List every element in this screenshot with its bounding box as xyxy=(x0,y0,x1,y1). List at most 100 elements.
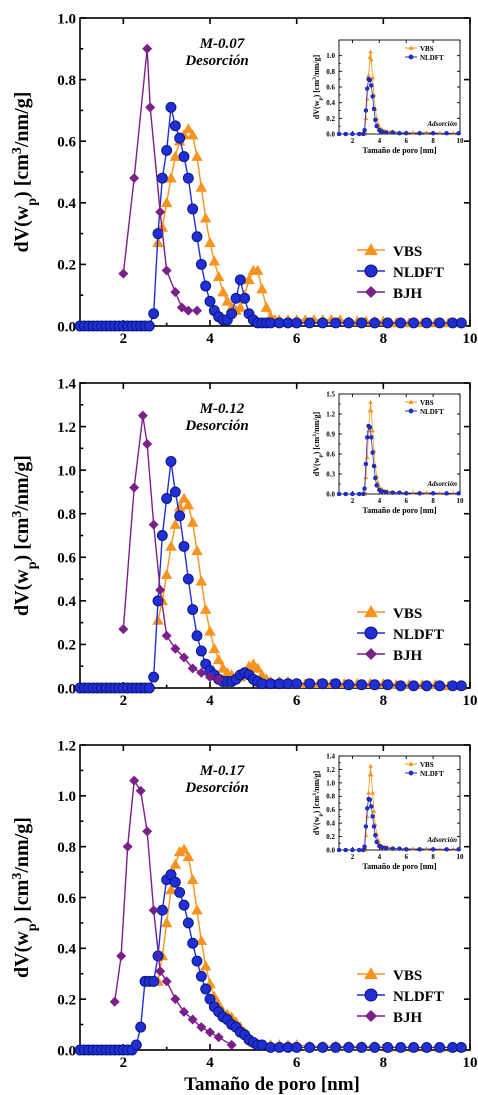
panel1-xtick-label: 2 xyxy=(120,331,128,347)
panel3-point-nldft xyxy=(191,955,203,967)
panel1-point-bjh xyxy=(142,43,153,54)
panel1-point-nldft xyxy=(239,292,251,304)
panel3-point-nldft xyxy=(187,937,199,949)
panel2-point-vbs xyxy=(152,614,164,625)
panel3-point-bjh xyxy=(148,905,159,916)
panel2-ytick-label: 1.2 xyxy=(57,420,76,436)
panel3-ytick-label: 1.0 xyxy=(57,789,76,805)
panel3-point-vbs xyxy=(169,858,182,869)
panel1-ylabel: dV(wp) [cm3/nm/g] xyxy=(10,92,40,253)
ylabel-part: ) [cm xyxy=(312,796,321,814)
panel3-point-nldft xyxy=(395,1042,407,1053)
panel3-point-nldft xyxy=(421,1042,433,1053)
panel3-inset-ytick-label: 1.2 xyxy=(326,766,335,774)
panel1-inset-ytick-label: 0.0 xyxy=(326,130,335,138)
panel1-inset-point-nldft xyxy=(367,77,373,83)
panel1-point-nldft xyxy=(226,308,238,320)
panel2-point-vbs xyxy=(204,625,216,636)
panel3-inset-ytick-label: 0.8 xyxy=(326,793,335,801)
panel3-legend-label-vbs: VBS xyxy=(393,968,422,984)
panel3-inset-point-vbs xyxy=(371,808,377,813)
panel2-point-nldft xyxy=(343,679,355,691)
panel1-point-nldft xyxy=(369,317,381,329)
panel2-inset-ytick-label: 0.3 xyxy=(326,470,335,478)
panel3-point-nldft xyxy=(455,1042,467,1053)
panel3-inset-xtick-label: 2 xyxy=(351,853,355,861)
panel2-inset-ytick-label: 0.9 xyxy=(326,430,335,438)
panel1-inset-point-nldft xyxy=(365,86,370,91)
panel3-series-bjh xyxy=(109,775,237,1050)
panel3-point-bjh xyxy=(135,785,146,796)
panel2-inset-legend-marker-vbs xyxy=(408,399,414,404)
ylabel-part: dV(w xyxy=(312,457,321,476)
panel2-inset-point-nldft xyxy=(365,435,370,440)
panel3-point-bjh xyxy=(205,1027,215,1038)
ylabel-part: dV(w xyxy=(312,100,321,119)
panel2-point-bjh xyxy=(170,643,181,654)
panel3-point-bjh xyxy=(226,1039,237,1050)
panel2-inset-point-nldft xyxy=(430,491,436,496)
panel3-inset-point-nldft xyxy=(374,839,379,845)
panel1-inset-point-nldft xyxy=(361,131,366,137)
panel1-point-bjh xyxy=(129,173,140,184)
ylabel-part: dV(w xyxy=(11,569,33,616)
panel2-inset-point-vbs xyxy=(364,455,370,460)
panel3-inset-point-nldft xyxy=(369,804,374,809)
panel2-point-vbs xyxy=(212,653,225,664)
panel3-inset-point-nldft xyxy=(373,833,378,838)
panel1-inset-series-nldft xyxy=(336,76,461,137)
panel1-inset-point-nldft xyxy=(373,117,378,123)
ylabel-part: /nm/g] xyxy=(11,92,33,149)
panel2-ytick-label: 0.2 xyxy=(57,638,76,654)
panel2-point-nldft xyxy=(195,645,207,657)
panel3-point-nldft xyxy=(148,975,160,987)
panel2-inset-point-nldft xyxy=(379,489,385,494)
panel3-point-bjh xyxy=(179,1006,189,1017)
panel2-point-nldft xyxy=(148,671,160,683)
panel2-legend-marker-vbs xyxy=(364,605,378,618)
panel2-inset-point-vbs xyxy=(363,475,369,480)
panel1-point-vbs xyxy=(199,212,212,223)
panel3-inset-point-vbs xyxy=(370,790,375,795)
panel2-inset-point-nldft xyxy=(397,490,402,495)
panel2-inset-point-nldft xyxy=(356,491,362,497)
panel1-inset-ylabel-text: dV(wp) [cm3/nm/g] xyxy=(312,54,324,119)
panel3-point-nldft xyxy=(291,1042,303,1053)
panel1-point-nldft xyxy=(204,295,216,307)
panel2-point-nldft xyxy=(156,530,168,541)
panel1-inset-point-vbs xyxy=(363,116,369,121)
ylabel-part: 3 xyxy=(312,77,318,80)
panel3-inset-point-nldft xyxy=(370,814,375,819)
panel1-point-vbs xyxy=(208,255,221,266)
panel3-point-bjh xyxy=(155,966,166,977)
panel2-point-nldft xyxy=(191,630,203,642)
panel1-point-nldft xyxy=(174,132,186,144)
panel1-label: M-0.07 xyxy=(199,36,245,52)
panel3-point-nldft xyxy=(156,904,168,916)
panel2-legend-label-bjh: BJH xyxy=(393,648,423,664)
panel3-inset-ytick-label: 0.4 xyxy=(326,820,335,828)
panel3-point-vbs xyxy=(186,873,199,885)
panel1-inset-point-nldft xyxy=(404,131,409,136)
panel3-inset-point-nldft xyxy=(397,846,402,851)
panel3-inset-point-nldft xyxy=(383,845,389,851)
panel3-inset-point-nldft xyxy=(343,847,348,853)
panel1-point-nldft xyxy=(395,317,407,329)
panel1-xtick-label: 8 xyxy=(380,331,388,347)
panel1-inset-point-nldft xyxy=(343,131,348,137)
panel1-inset-point-nldft xyxy=(374,123,379,129)
ylabel-part: /nm/g] xyxy=(11,455,33,512)
panel2-inset-point-vbs xyxy=(366,428,371,433)
panel2-inset-ytick-label: 0.0 xyxy=(326,490,335,498)
panel1-inset-point-vbs xyxy=(364,96,370,101)
panel2-inset-point-nldft xyxy=(374,483,379,488)
panel2-inset-xtick-label: 2 xyxy=(351,497,355,505)
panel1-inset-point-nldft xyxy=(362,127,367,133)
panel2-point-nldft xyxy=(421,680,433,692)
panel3-inset-point-nldft xyxy=(404,847,409,852)
panel3-inset-point-nldft xyxy=(362,844,367,849)
panel1-legend-label-vbs: VBS xyxy=(393,244,422,260)
panel1-inset-xlabel: Tamaño de poro [nm] xyxy=(362,146,436,155)
